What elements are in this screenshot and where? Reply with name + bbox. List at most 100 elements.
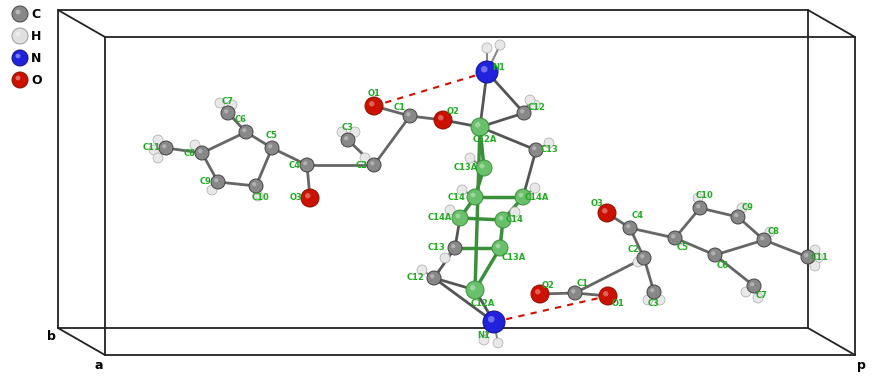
Circle shape [696, 204, 700, 208]
Text: C12A: C12A [470, 298, 495, 308]
Circle shape [239, 125, 253, 139]
Circle shape [532, 146, 536, 151]
Circle shape [530, 183, 540, 193]
Circle shape [510, 207, 520, 217]
Text: a: a [95, 359, 103, 372]
Circle shape [495, 212, 511, 228]
Circle shape [655, 295, 665, 305]
Circle shape [253, 182, 256, 186]
Circle shape [452, 210, 468, 226]
Text: C11: C11 [143, 144, 161, 152]
Text: C4: C4 [632, 211, 644, 221]
Text: O3: O3 [290, 194, 302, 203]
Text: C13A: C13A [454, 164, 478, 172]
Circle shape [488, 316, 494, 323]
Circle shape [753, 293, 763, 303]
Circle shape [467, 189, 483, 205]
Text: C12A: C12A [473, 136, 497, 144]
Text: C5: C5 [266, 132, 278, 141]
Circle shape [672, 234, 675, 238]
Circle shape [493, 338, 503, 348]
Circle shape [16, 75, 20, 80]
Circle shape [300, 158, 314, 172]
Circle shape [341, 133, 355, 147]
Text: C12: C12 [407, 273, 425, 283]
Text: O1: O1 [368, 89, 380, 97]
Text: O2: O2 [541, 281, 555, 291]
Text: C10: C10 [696, 191, 714, 201]
Circle shape [367, 158, 381, 172]
Text: p: p [857, 359, 866, 372]
Circle shape [16, 32, 20, 37]
Circle shape [492, 240, 508, 256]
Circle shape [641, 254, 644, 258]
Circle shape [403, 109, 417, 123]
Circle shape [693, 201, 707, 215]
Text: C2: C2 [628, 246, 640, 254]
Text: C14: C14 [506, 216, 524, 224]
Text: C7: C7 [756, 291, 768, 301]
Circle shape [476, 61, 498, 83]
Text: C14A: C14A [428, 214, 452, 223]
Circle shape [149, 145, 159, 155]
Text: C3: C3 [342, 124, 354, 132]
Circle shape [268, 144, 272, 148]
Circle shape [734, 213, 738, 218]
Text: C12: C12 [528, 104, 546, 112]
Circle shape [813, 253, 823, 263]
Circle shape [470, 285, 476, 290]
Circle shape [693, 193, 703, 203]
Circle shape [242, 128, 246, 132]
Circle shape [760, 236, 765, 240]
Circle shape [198, 149, 202, 153]
Circle shape [417, 265, 427, 275]
Circle shape [495, 40, 505, 50]
Circle shape [207, 185, 217, 195]
Circle shape [470, 192, 476, 198]
Text: O1: O1 [611, 300, 625, 308]
Circle shape [465, 153, 475, 163]
Circle shape [406, 112, 410, 116]
Circle shape [475, 122, 480, 127]
Circle shape [221, 106, 235, 120]
Circle shape [434, 111, 452, 129]
Circle shape [517, 106, 531, 120]
Circle shape [650, 288, 655, 292]
Circle shape [599, 287, 617, 305]
Circle shape [430, 274, 434, 278]
Circle shape [211, 175, 225, 189]
Text: C3: C3 [648, 300, 660, 308]
Circle shape [741, 287, 751, 297]
Text: C11: C11 [811, 253, 829, 261]
Circle shape [810, 261, 820, 271]
Circle shape [529, 143, 543, 157]
Circle shape [531, 285, 549, 303]
Circle shape [711, 251, 715, 255]
Circle shape [623, 221, 637, 235]
Text: C6: C6 [235, 116, 247, 124]
Circle shape [804, 253, 808, 257]
Circle shape [16, 54, 20, 59]
Circle shape [482, 43, 492, 53]
Circle shape [215, 98, 225, 108]
Text: C2: C2 [356, 161, 368, 169]
Circle shape [253, 191, 263, 201]
Circle shape [265, 141, 279, 155]
Text: C14: C14 [448, 192, 466, 201]
Circle shape [301, 189, 319, 207]
Circle shape [598, 204, 616, 222]
Circle shape [765, 227, 775, 237]
Text: C6: C6 [717, 261, 729, 270]
Circle shape [757, 233, 771, 247]
Circle shape [737, 203, 747, 213]
Circle shape [153, 135, 163, 145]
Circle shape [535, 289, 540, 295]
Circle shape [471, 118, 489, 136]
Circle shape [626, 224, 630, 228]
Text: C1: C1 [577, 278, 589, 288]
Circle shape [668, 231, 682, 245]
Circle shape [476, 160, 492, 176]
Circle shape [544, 138, 554, 148]
Circle shape [479, 335, 489, 345]
Circle shape [499, 216, 503, 220]
